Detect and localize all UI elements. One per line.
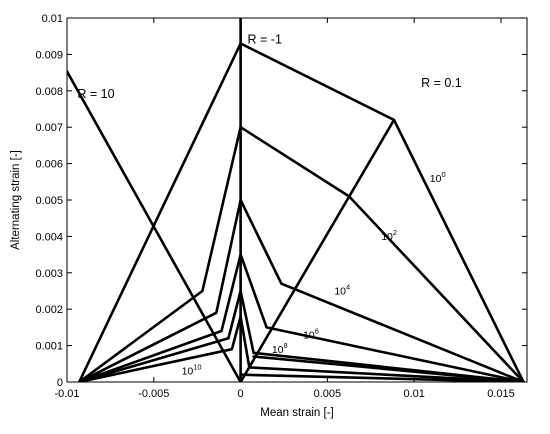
x-tick-label: 0.01	[403, 388, 424, 400]
y-tick-label: 0.005	[35, 195, 63, 207]
cycle-label-2: 104	[334, 283, 350, 298]
x-axis-label: Mean strain [-]	[260, 407, 334, 419]
cycle-label-base: 10	[272, 344, 284, 356]
x-tick-label: -0.005	[138, 388, 169, 400]
constant-life-line-4	[77, 289, 525, 382]
constant-life-line-0	[77, 42, 525, 382]
cycle-label-base: 10	[182, 366, 194, 378]
series-lines	[67, 18, 525, 382]
y-tick-label: 0.01	[42, 13, 63, 25]
constant-life-line-3	[77, 253, 525, 382]
y-tick-label: 0.006	[35, 159, 63, 171]
y-axis-label: Alternating strain [-]	[10, 150, 22, 250]
cycle-label-1: 102	[381, 228, 397, 243]
cycle-label-3: 106	[303, 326, 319, 341]
x-tick-label: 0	[238, 388, 244, 400]
cycle-label-base: 10	[303, 329, 315, 341]
extra-line-0	[239, 373, 525, 382]
cycle-label-exponent: 2	[393, 228, 397, 237]
tick-group: -0.01 -0.005 0 0.005 0.01 0.015 0 0.001 0.002 0.0…	[35, 13, 527, 400]
ratio-line-0	[67, 68, 242, 382]
y-tick-label: 0.008	[35, 86, 63, 98]
extra-line-1	[252, 355, 525, 382]
annotation-r01: R = 0.1	[421, 76, 462, 90]
y-tick-label: 0.002	[35, 304, 63, 316]
y-tick-label: 0.003	[35, 268, 63, 280]
cycle-label-exponent: 6	[315, 326, 319, 335]
y-tick-label: 0	[57, 377, 63, 389]
y-tick-label: 0.009	[35, 49, 63, 61]
annotation-rm1: R = -1	[248, 32, 282, 46]
cycle-label-exponent: 8	[284, 341, 288, 350]
y-tick-label: 0.004	[35, 231, 63, 243]
cycle-label-0: 100	[430, 170, 446, 185]
constant-life-line-1	[77, 125, 525, 382]
x-tick-label: 0.015	[487, 388, 515, 400]
cycle-label-base: 10	[381, 231, 393, 243]
x-tick-label: -0.01	[54, 388, 79, 400]
constant-life-line-5	[77, 315, 525, 382]
cycle-label-base: 10	[430, 173, 442, 185]
cycle-label-exponent: 4	[346, 283, 350, 292]
ratio-line-2	[239, 118, 396, 382]
x-tick-label: 0.005	[314, 388, 342, 400]
cycle-label-exponent: 10	[193, 363, 201, 372]
constant-life-line-2	[77, 198, 525, 382]
y-tick-label: 0.007	[35, 122, 63, 134]
annotation-r10: R = 10	[77, 87, 114, 101]
cycle-label-exponent: 0	[441, 170, 445, 179]
cycle-label-5: 1010	[182, 363, 202, 378]
cycle-label-4: 108	[272, 341, 288, 356]
y-tick-label: 0.001	[35, 341, 63, 353]
plot-area	[66, 17, 528, 383]
cycle-label-base: 10	[334, 286, 346, 298]
